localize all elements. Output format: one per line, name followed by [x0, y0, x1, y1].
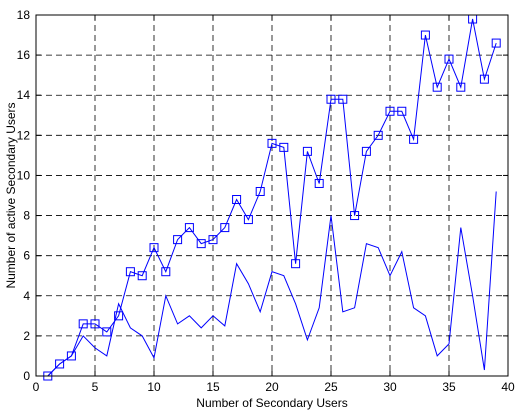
series-1-point — [397, 106, 407, 116]
y-tick-label: 6 — [23, 249, 30, 263]
series-1-point — [78, 319, 88, 329]
series-1-point — [326, 94, 336, 104]
series-1-point — [267, 138, 277, 148]
series-1-point — [479, 74, 489, 84]
series-1-point — [125, 267, 135, 277]
series-1-point — [291, 259, 301, 269]
x-tick-label: 30 — [383, 380, 397, 394]
series-1-point — [373, 130, 383, 140]
series-1-point — [149, 243, 159, 253]
x-tick-label: 20 — [265, 380, 279, 394]
series-1-point — [361, 146, 371, 156]
series-1-point — [208, 235, 218, 245]
series-1-point — [456, 82, 466, 92]
series-1-point — [220, 223, 230, 233]
x-tick-label: 40 — [501, 380, 515, 394]
series-1-point — [173, 235, 183, 245]
series-1-point — [232, 195, 242, 205]
x-tick-label: 25 — [324, 380, 338, 394]
x-tick-label: 5 — [92, 380, 99, 394]
series-1-point — [161, 267, 171, 277]
y-tick-label: 12 — [17, 128, 31, 142]
series-1-point — [137, 271, 147, 281]
series-1-point — [350, 211, 360, 221]
x-tick-label: 35 — [442, 380, 456, 394]
y-axis-label: Number of active Secondary Users — [4, 102, 18, 288]
y-tick-label: 10 — [17, 168, 31, 182]
x-tick-label: 10 — [147, 380, 161, 394]
series-1-point — [55, 359, 65, 369]
series-1-point — [302, 146, 312, 156]
series-1-point — [385, 106, 395, 116]
y-tick-label: 16 — [17, 48, 31, 62]
y-tick-label: 0 — [23, 369, 30, 383]
y-tick-label: 14 — [17, 88, 31, 102]
y-tick-label: 2 — [23, 329, 30, 343]
y-tick-label: 18 — [17, 8, 31, 22]
series-1-point — [196, 239, 206, 249]
grid — [36, 15, 508, 376]
series-1-point — [432, 82, 442, 92]
series-1-point — [102, 327, 112, 337]
series-1-point — [184, 223, 194, 233]
y-tick-label: 4 — [23, 289, 30, 303]
series-1-point — [409, 134, 419, 144]
series-1-point — [255, 186, 265, 196]
y-tick-label: 8 — [23, 209, 30, 223]
axis-ticks: 0 5 10 15 20 25 30 35 40 0 2 4 6 8 10 12 14 16 18 — [17, 8, 515, 394]
x-axis-label: Number of Secondary Users — [196, 396, 347, 410]
series-1-point — [90, 319, 100, 329]
series-layer — [43, 14, 501, 381]
series-2-line — [47, 191, 497, 377]
x-tick-label: 0 — [33, 380, 40, 394]
series-1-point — [66, 351, 76, 361]
series-1-point — [243, 215, 253, 225]
series-1-point — [420, 30, 430, 40]
series-1-point — [338, 94, 348, 104]
series-1-point — [314, 178, 324, 188]
x-tick-label: 15 — [206, 380, 220, 394]
series-1-point — [114, 311, 124, 321]
series-1-point — [491, 38, 501, 48]
series-1-point — [444, 54, 454, 64]
series-1-point — [279, 142, 289, 152]
series-1-line — [47, 18, 497, 377]
